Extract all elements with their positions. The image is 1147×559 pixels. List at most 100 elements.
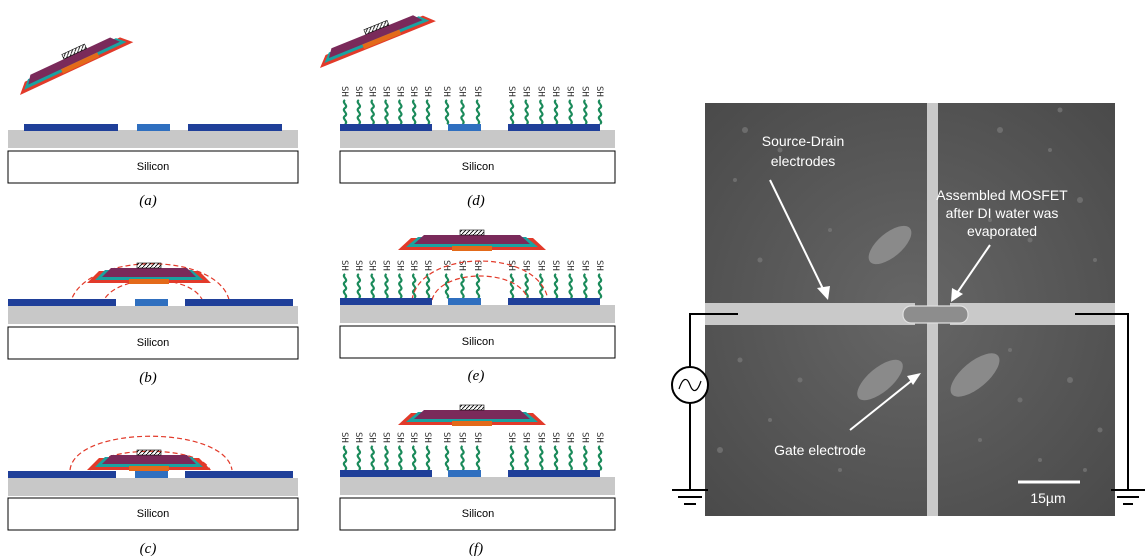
sam-chain <box>425 273 431 299</box>
sam-chain <box>460 99 465 125</box>
sh-label: SH <box>457 260 467 271</box>
sh-label: SH <box>535 86 545 97</box>
source-drain-label: Source-Drain electrodes <box>762 133 844 169</box>
sam-chain <box>583 445 588 471</box>
sam-chain <box>553 445 559 471</box>
sam-chain <box>398 99 403 125</box>
right-electrode <box>508 298 600 305</box>
arrowhead <box>907 373 921 385</box>
field-line <box>69 435 233 471</box>
label-line: Assembled MOSFET <box>936 187 1068 203</box>
sam-molecules: SH SH SH SH SH SH SH <box>339 432 432 471</box>
sam-molecules: SH SH SH SH SH SH SH <box>506 432 604 471</box>
sh-label: SH <box>594 86 604 97</box>
sh-label: SH <box>353 86 363 97</box>
blob <box>857 359 903 401</box>
label-line: electrodes <box>771 153 836 169</box>
panel-caption: (e) <box>468 368 485 384</box>
sam-chain <box>356 273 362 299</box>
sam-chain <box>425 99 431 125</box>
panel-e: SH SH SH SH SH SH SH SH SH SH SH SH SH SH SH SH SH Sil… <box>339 229 616 384</box>
sh-label: SH <box>579 86 589 97</box>
sam-chain <box>475 445 481 471</box>
sam-chain <box>444 273 450 299</box>
sam-molecules: SH SH SH <box>441 432 482 471</box>
sh-label: SH <box>521 432 531 443</box>
sam-chain <box>460 445 465 471</box>
source-electrode <box>705 303 915 325</box>
panel-caption: (f) <box>469 541 483 557</box>
assembled-chip <box>398 404 546 426</box>
arrow-source-drain <box>769 179 826 294</box>
floating-chip <box>87 262 211 284</box>
sam-chain <box>356 99 362 125</box>
tilted-chip <box>320 15 436 68</box>
sam-chain <box>411 445 417 471</box>
sh-label: SH <box>408 432 418 443</box>
assembled-chip <box>87 449 211 471</box>
sh-label: SH <box>579 432 589 443</box>
micrograph: Source-Drain electrodes Assembled MOSFET… <box>705 103 1115 516</box>
sh-label: SH <box>594 260 604 271</box>
label-line: Source-Drain <box>762 133 844 149</box>
sam-molecules: SH SH SH SH SH SH SH <box>506 86 604 125</box>
sam-chain <box>524 445 529 471</box>
left-electrode <box>24 124 118 131</box>
sh-label: SH <box>535 260 545 271</box>
sh-label: SH <box>550 86 560 97</box>
sh-label: SH <box>381 260 391 271</box>
sh-label: SH <box>441 432 451 443</box>
sh-label: SH <box>579 260 589 271</box>
sam-chain <box>597 273 603 299</box>
sam-chain <box>444 445 450 471</box>
sam-chain <box>384 445 389 471</box>
sh-label: SH <box>506 86 516 97</box>
sam-molecules: SH SH SH SH SH SH SH <box>339 260 432 299</box>
sam-chain <box>583 99 588 125</box>
sh-label: SH <box>506 432 516 443</box>
sam-chain <box>342 445 348 471</box>
sine-wave-icon <box>678 378 702 392</box>
right-electrode <box>185 299 293 306</box>
sam-chain <box>384 99 389 125</box>
sh-label: SH <box>441 86 451 97</box>
sam-chain <box>583 273 588 299</box>
right-electrode <box>508 124 600 131</box>
sh-label: SH <box>565 260 575 271</box>
sam-chain <box>342 273 348 299</box>
substrate-label: Silicon <box>462 161 494 173</box>
left-electrode <box>8 299 116 306</box>
sam-chain <box>539 445 544 471</box>
sam-chain <box>411 273 417 299</box>
sh-label: SH <box>394 86 404 97</box>
gate-label: Gate electrode <box>774 442 866 458</box>
sam-chain <box>370 273 375 299</box>
left-electrode <box>8 471 116 478</box>
substrate <box>339 150 616 184</box>
arrowhead <box>817 286 830 300</box>
oxide-layer <box>8 306 298 324</box>
panel-f: SH SH SH SH SH SH SH SH SH SH SH SH SH SH SH SH SH Sil… <box>339 404 616 557</box>
oxide-layer <box>8 478 298 496</box>
sam-chain <box>553 99 559 125</box>
substrate <box>7 497 299 531</box>
blob <box>950 353 1000 397</box>
sh-label: SH <box>457 86 467 97</box>
sam-chain <box>524 273 529 299</box>
sam-chain <box>553 273 559 299</box>
substrate <box>7 326 299 360</box>
sam-chain <box>509 273 515 299</box>
oxide-layer <box>340 477 615 495</box>
center-pad <box>135 471 168 478</box>
floating-chip <box>398 229 546 251</box>
sam-molecules: SH SH SH SH SH SH SH <box>339 86 432 125</box>
sh-label: SH <box>367 260 377 271</box>
sh-label: SH <box>521 260 531 271</box>
sh-label: SH <box>472 432 482 443</box>
sh-label: SH <box>457 432 467 443</box>
center-pad <box>448 124 481 131</box>
center-pad <box>448 470 481 477</box>
arrow-gate <box>849 377 916 431</box>
sam-chain <box>370 99 375 125</box>
sh-label: SH <box>394 260 404 271</box>
